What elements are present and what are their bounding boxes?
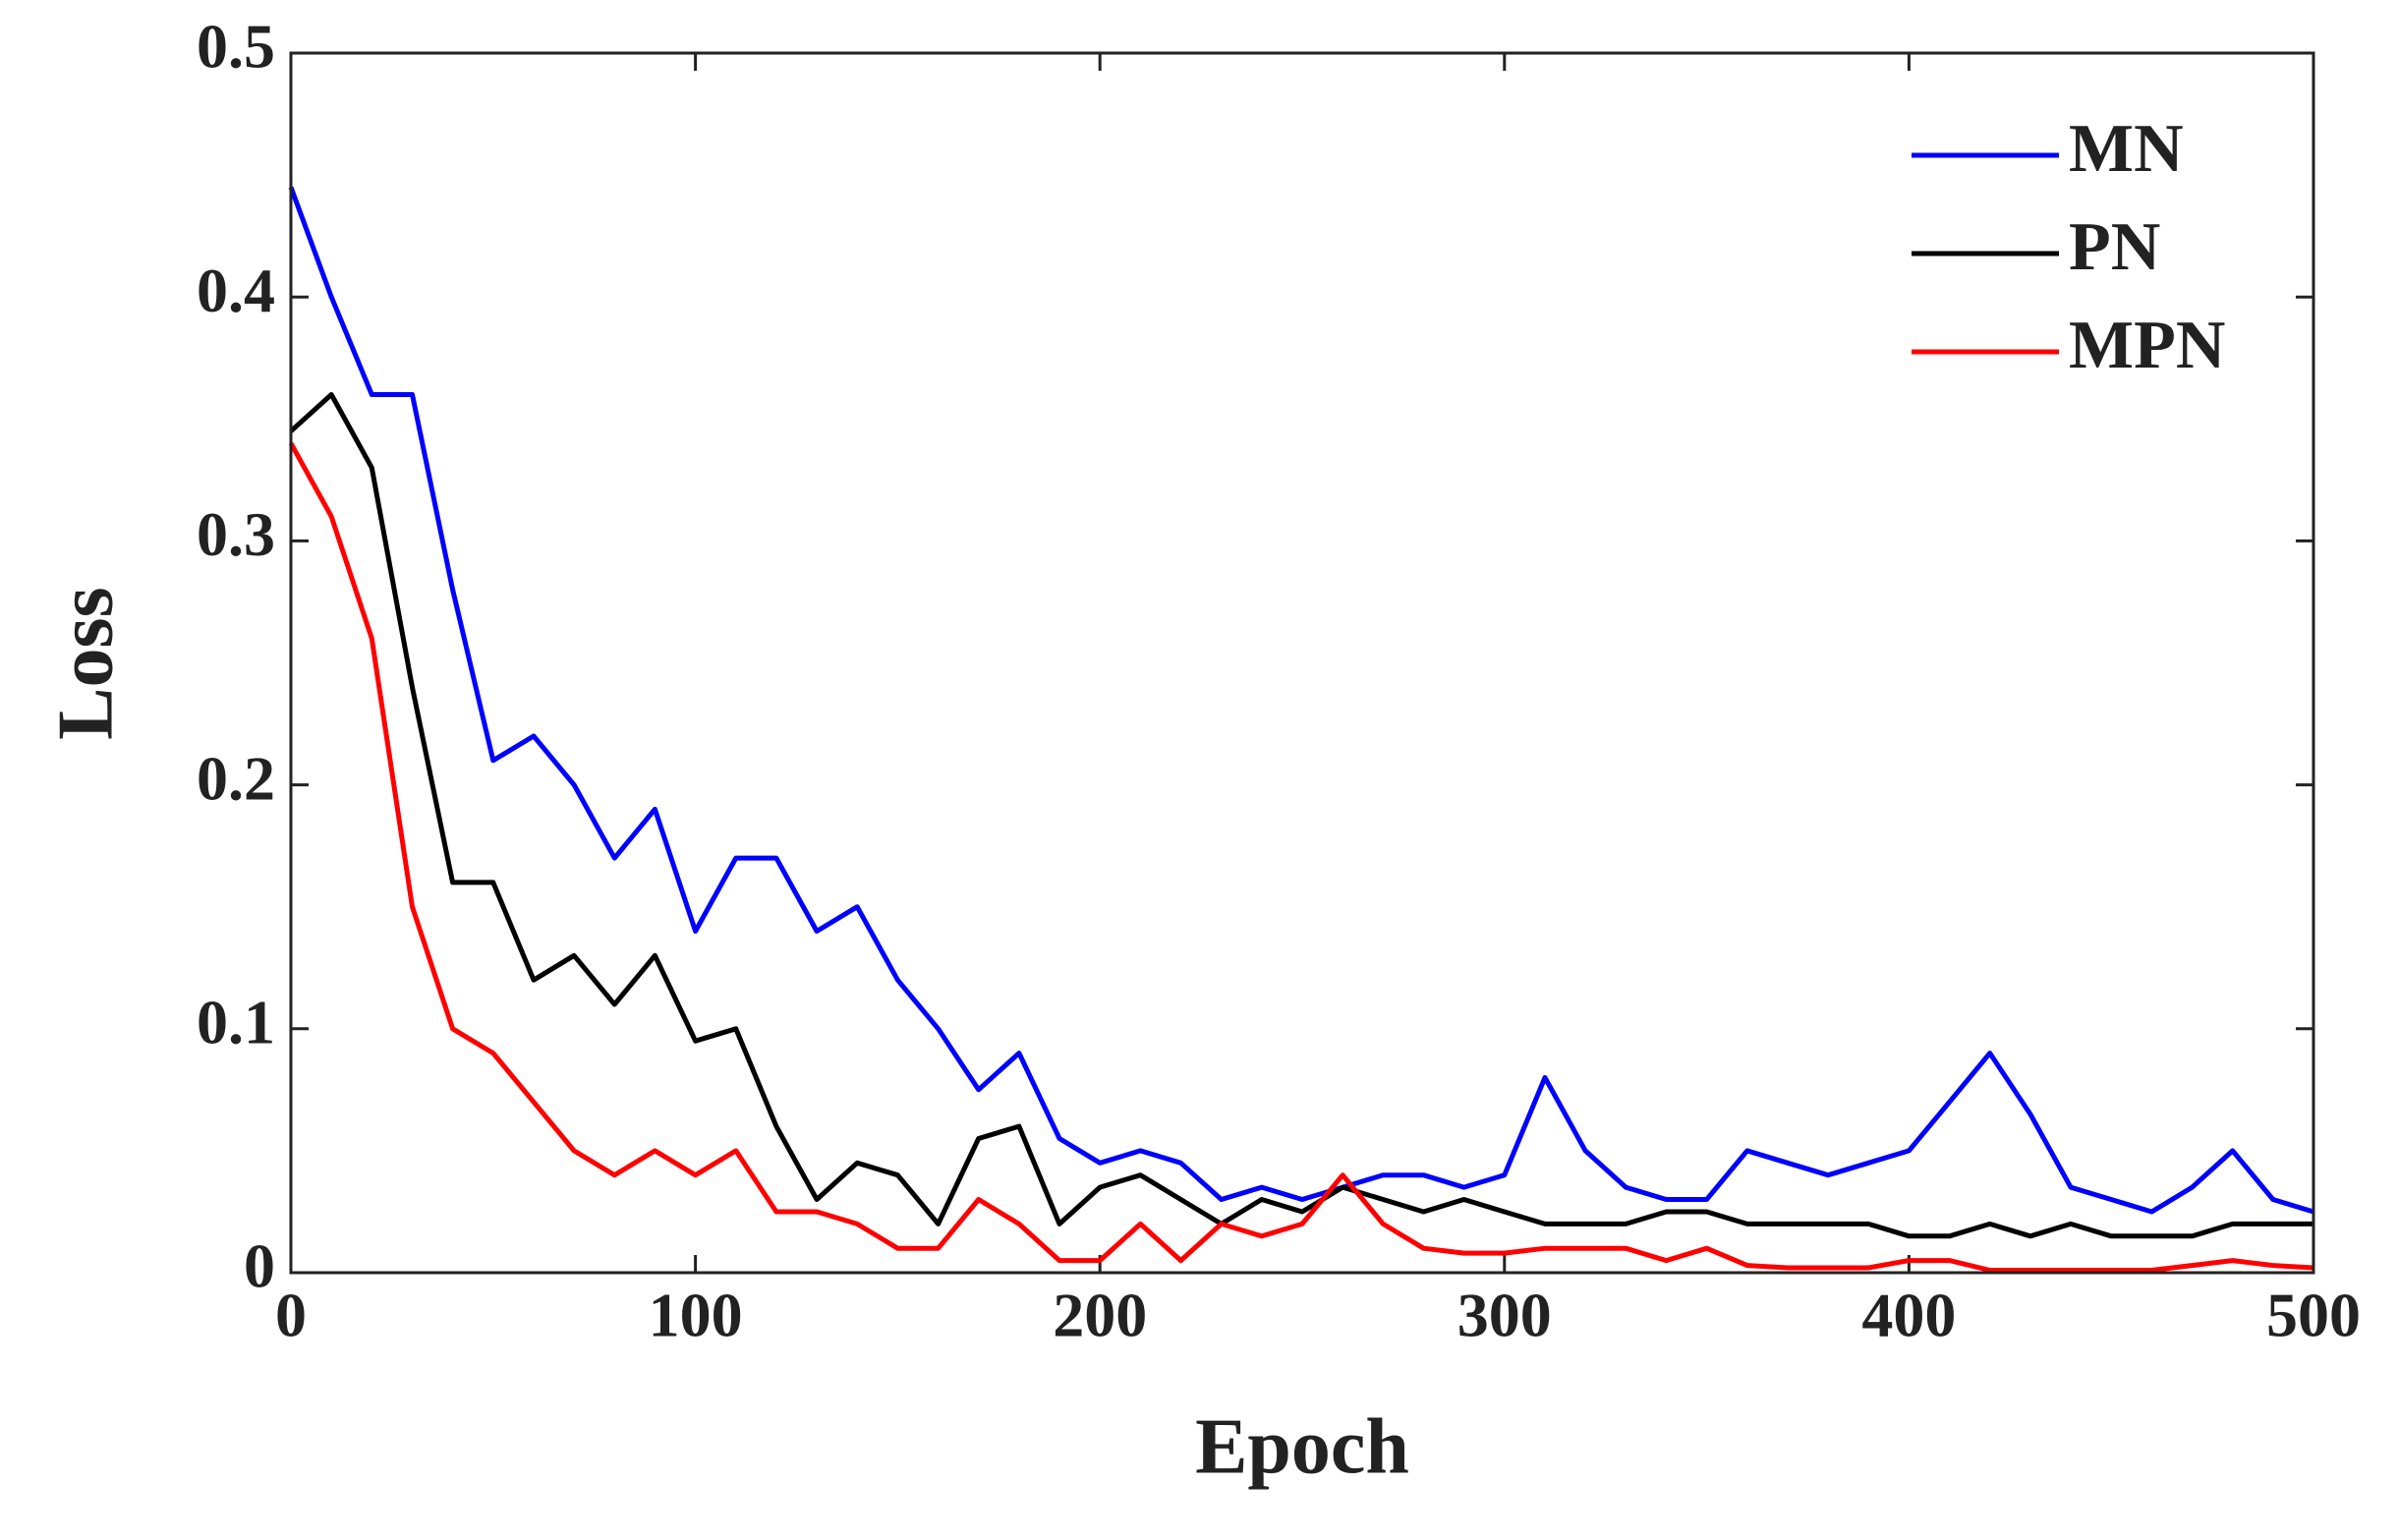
y-axis-label: Loss — [42, 587, 129, 740]
x-tick-label: 400 — [1861, 1281, 1956, 1350]
y-tick-label: 0.3 — [197, 499, 275, 569]
y-tick-label: 0.2 — [197, 743, 275, 813]
x-tick-label: 500 — [2266, 1281, 2361, 1350]
x-tick-label: 300 — [1457, 1281, 1552, 1350]
data-line — [288, 441, 2314, 1273]
legend-label: PN — [2069, 209, 2160, 285]
x-axis-label: Epoch — [1195, 1403, 1409, 1490]
x-tick-label: 0 — [275, 1281, 307, 1350]
legend-label: MPN — [2069, 308, 2225, 383]
y-tick-label: 0.1 — [197, 987, 275, 1056]
y-tick-label: 0.5 — [197, 12, 275, 82]
plot-frame — [289, 51, 2315, 1275]
legend-label: MN — [2069, 111, 2184, 187]
y-tick-label: 0.4 — [197, 256, 275, 325]
x-tick-label: 100 — [649, 1281, 743, 1350]
data-line — [289, 392, 2313, 1239]
y-tick-label: 0 — [244, 1231, 275, 1301]
x-tick-label: 200 — [1053, 1281, 1147, 1350]
data-line — [288, 186, 2314, 1215]
